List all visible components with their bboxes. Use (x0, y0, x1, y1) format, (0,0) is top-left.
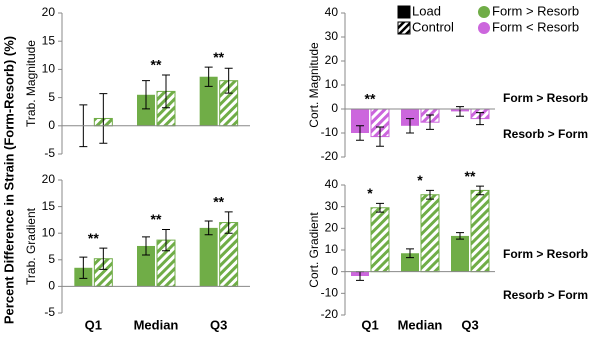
error-bar (456, 106, 464, 117)
error-bar (426, 189, 434, 200)
error-bar (406, 118, 414, 134)
y-tick-label: 20 (325, 53, 339, 67)
y-tick-label: 40 (325, 177, 339, 191)
significance-label: ** (151, 57, 162, 73)
error-bar (224, 211, 233, 234)
error-bar (406, 248, 414, 259)
error-bar (476, 185, 484, 196)
error-bar (356, 125, 364, 141)
error-bar (456, 232, 464, 240)
bar (199, 227, 218, 287)
y-tick-label: 30 (325, 29, 339, 43)
y-tick-label: 0 (48, 118, 55, 132)
y-tick-label: 0 (331, 264, 338, 278)
significance-label: ** (213, 194, 224, 210)
x-tick-label: Q3 (461, 317, 478, 332)
error-bar (142, 236, 150, 256)
bar (470, 189, 490, 273)
bar (199, 76, 218, 126)
y-tick-label: 20 (325, 221, 339, 235)
significance-label: ** (88, 230, 99, 246)
significance-label: ** (151, 211, 162, 227)
error-bar (162, 228, 170, 252)
significance-label: ** (365, 91, 376, 107)
annotation: Resorb > Form (503, 127, 588, 141)
error-bar (99, 247, 108, 270)
significance-label: ** (465, 168, 476, 184)
error-bar (224, 67, 233, 94)
legend-label: Form < Resorb (492, 19, 579, 34)
bar (420, 194, 440, 273)
y-tick-label: 15 (42, 33, 56, 47)
y-tick-label: 0 (331, 101, 338, 115)
legend-swatch (478, 6, 490, 18)
y-tick-label: -20 (321, 307, 339, 321)
y-axis-label: Trab. Gradient (24, 207, 38, 285)
legend-swatch (397, 5, 411, 19)
x-tick-label: Q1 (85, 317, 102, 332)
bar (451, 235, 469, 272)
bar (401, 253, 419, 272)
y-tick-label: 10 (325, 77, 339, 91)
y-tick-label: 5 (48, 252, 55, 266)
error-bar (476, 112, 484, 126)
y-tick-label: 10 (42, 62, 56, 76)
y-tick-label: 30 (325, 199, 339, 213)
bar (137, 94, 155, 126)
x-tick-label: Q1 (361, 317, 378, 332)
annotation: Form > Resorb (503, 247, 588, 261)
error-bar (376, 202, 384, 213)
error-bar (426, 114, 434, 130)
y-tick-label: 10 (42, 225, 56, 239)
significance-label: ** (213, 49, 224, 65)
y-tick-label: 0 (48, 279, 55, 293)
bar (370, 207, 390, 273)
error-bar (142, 80, 150, 110)
legend-swatch (478, 22, 490, 34)
error-bar (204, 220, 213, 236)
x-tick-label: Median (398, 317, 443, 332)
x-tick-label: Q3 (210, 317, 227, 332)
y-axis-label: Trab. Magnitude (24, 40, 38, 127)
y-axis-label: Cort. Magnitude (307, 42, 321, 128)
y-tick-label: -5 (44, 146, 55, 160)
error-bar (79, 256, 88, 279)
y-tick-label: -10 (321, 125, 339, 139)
legend-label: Form > Resorb (492, 3, 579, 18)
legend-label: Load (412, 3, 441, 18)
significance-label: * (417, 172, 423, 188)
y-tick-label: 10 (325, 242, 339, 256)
error-bar (204, 66, 213, 87)
y-tick-label: 40 (325, 5, 339, 19)
y-tick-label: 15 (42, 199, 56, 213)
y-tick-label: 5 (48, 90, 55, 104)
error-bar (162, 74, 170, 109)
y-tick-label: -10 (321, 286, 339, 300)
y-tick-label: -5 (44, 305, 55, 319)
bar (401, 109, 419, 126)
y-axis-title: Percent Difference in Strain (Form-Resor… (1, 36, 16, 324)
legend-label: Control (412, 19, 454, 34)
x-tick-label: Median (134, 317, 179, 332)
y-tick-label: -20 (321, 149, 339, 163)
bar (137, 245, 155, 287)
error-bar (99, 93, 108, 144)
annotation: Resorb > Form (503, 288, 588, 302)
bar (351, 109, 369, 133)
error-bar (376, 126, 384, 147)
significance-label: * (367, 185, 373, 201)
annotation: Form > Resorb (503, 91, 588, 105)
y-axis-label: Cort. Gradient (307, 212, 321, 288)
y-tick-label: 20 (42, 5, 56, 19)
y-tick-label: 20 (42, 172, 56, 186)
legend-swatch (397, 21, 411, 35)
